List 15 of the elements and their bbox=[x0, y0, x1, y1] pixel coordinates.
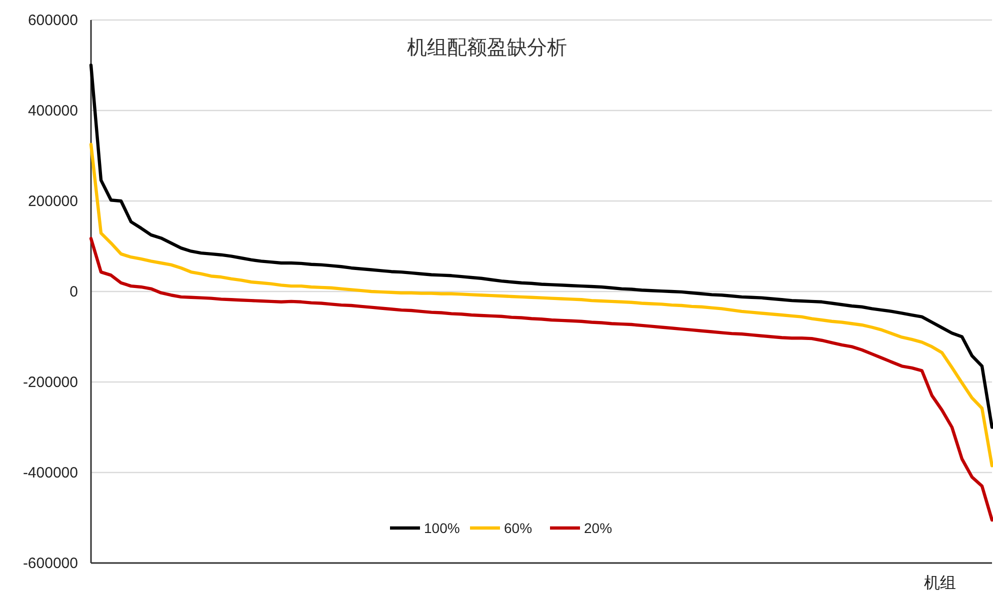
x-axis-title: 机组 bbox=[924, 574, 956, 592]
legend-label: 20% bbox=[584, 520, 612, 536]
line-series bbox=[89, 142, 993, 468]
y-tick-label: -600000 bbox=[22, 555, 78, 572]
text: 机组配额盈缺分析 bbox=[407, 37, 567, 59]
y-tick-label: -200000 bbox=[22, 374, 78, 391]
y-tick-label: 0 bbox=[70, 284, 78, 300]
line-series bbox=[89, 64, 993, 429]
line-series bbox=[89, 236, 993, 522]
legend-label: 60% bbox=[504, 520, 532, 536]
y-tick-label: 200000 bbox=[28, 193, 78, 210]
legend-label: 100% bbox=[424, 520, 460, 536]
y-tick-label: -400000 bbox=[22, 464, 78, 482]
y-tick-label: 400000 bbox=[28, 102, 78, 120]
y-tick-label: 600000 bbox=[28, 12, 78, 29]
